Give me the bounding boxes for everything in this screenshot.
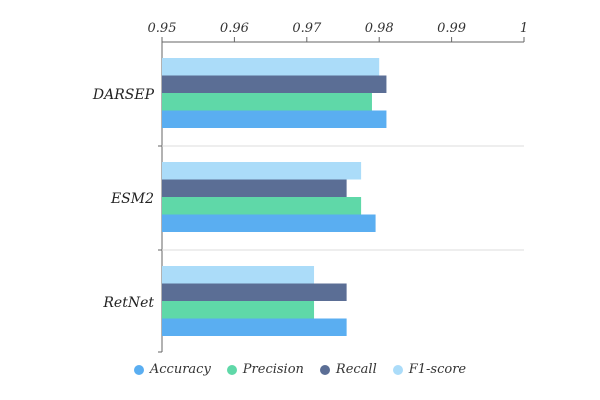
legend-label: Recall	[335, 362, 377, 377]
x-tick-label: 0.99	[437, 21, 466, 36]
legend-item: Precision	[226, 362, 304, 377]
category-label: RetNet	[102, 295, 154, 311]
x-tick-label: 0.96	[220, 21, 249, 36]
category-label: DARSEP	[92, 87, 155, 103]
bar-accuracy-retnet	[162, 318, 347, 336]
bar-recall-esm2	[162, 179, 347, 197]
legend-label: F1-score	[408, 362, 467, 377]
legend-dot-icon	[226, 364, 237, 375]
bar-f1-score-esm2	[162, 162, 362, 180]
category-label: ESM2	[110, 191, 154, 207]
legend-label: Precision	[242, 362, 304, 377]
legend-dot-icon	[133, 364, 144, 375]
x-tick-label: 0.95	[148, 21, 177, 36]
chart-legend: Accuracy Precision Recall F1-score	[0, 362, 600, 377]
legend-item: Accuracy	[133, 362, 211, 377]
bar-recall-retnet	[162, 283, 347, 301]
bar-accuracy-esm2	[162, 214, 376, 232]
bar-accuracy-darsep	[162, 110, 387, 128]
legend-dot-icon	[319, 364, 330, 375]
bar-f1-score-retnet	[162, 266, 315, 284]
bar-precision-esm2	[162, 197, 362, 215]
bar-recall-darsep	[162, 75, 387, 93]
labels-layer: 0.95 0.96 0.97 0.98 0.99 1 DARSEP ESM2 RetNet	[92, 21, 528, 311]
legend-dot-icon	[392, 364, 403, 375]
bar-precision-retnet	[162, 301, 315, 319]
bar-precision-darsep	[162, 93, 372, 111]
bars-layer	[162, 58, 387, 336]
legend-label: Accuracy	[149, 362, 211, 377]
x-tick-label: 1	[520, 21, 528, 36]
x-tick-label: 0.98	[365, 21, 394, 36]
x-tick-label: 0.97	[292, 21, 322, 36]
legend-item: Recall	[319, 362, 377, 377]
bar-f1-score-darsep	[162, 58, 380, 76]
legend-item: F1-score	[392, 362, 467, 377]
